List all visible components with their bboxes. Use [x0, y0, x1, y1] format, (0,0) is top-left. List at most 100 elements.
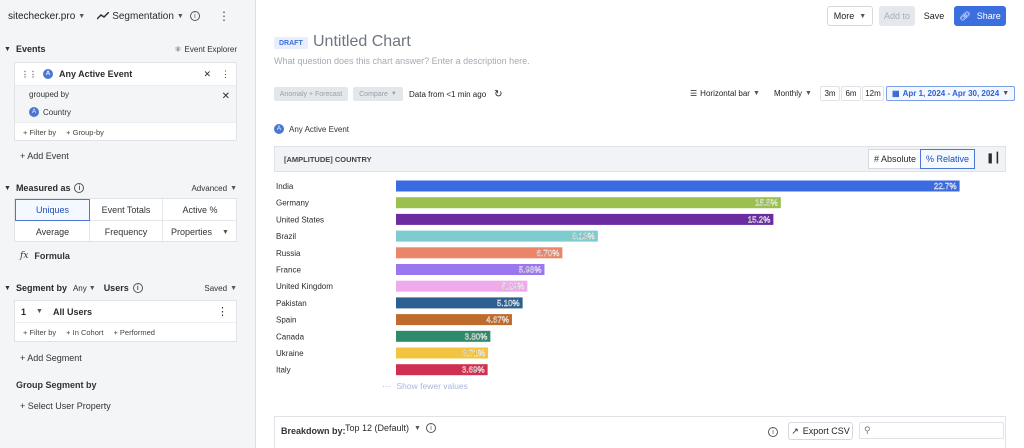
- info-icon[interactable]: i: [768, 427, 778, 437]
- performed-button[interactable]: + Performed: [113, 327, 155, 337]
- legend-label: Any Active Event: [289, 124, 350, 134]
- event-card: ⋮⋮ A Any Active Event ✕ ⋮ grouped by A C…: [14, 62, 237, 141]
- segment-name: All Users: [52, 306, 92, 317]
- segment-row[interactable]: 1 ▼ All Users ⋮: [15, 301, 236, 323]
- chevron-down-icon: ▼: [176, 12, 184, 20]
- drag-handle-icon[interactable]: ⋮⋮: [21, 69, 37, 79]
- info-icon[interactable]: i: [189, 11, 200, 21]
- bar-value-label: 5.98%: [519, 266, 542, 275]
- bar[interactable]: [396, 347, 489, 359]
- bar[interactable]: [396, 230, 598, 242]
- compare-button[interactable]: Compare ▼: [353, 87, 403, 101]
- chart-type-selector[interactable]: Segmentation ▼: [97, 11, 184, 22]
- display-type-dropdown[interactable]: ☰ Horizontal bar ▼: [685, 86, 765, 101]
- category-label: Italy: [276, 366, 291, 375]
- bar[interactable]: [396, 247, 563, 259]
- bar-value-label: 3.71%: [462, 349, 485, 358]
- info-icon[interactable]: i: [425, 423, 436, 433]
- segment-index: 1: [21, 306, 27, 317]
- group-by-button[interactable]: + Group-by: [66, 127, 104, 137]
- bar[interactable]: [396, 314, 512, 326]
- interval-dropdown[interactable]: Monthly ▼: [769, 86, 817, 101]
- chart-description[interactable]: What question does this chart answer? En…: [274, 56, 530, 66]
- close-icon[interactable]: ✕: [203, 68, 211, 79]
- more-menu-icon[interactable]: ⋮: [217, 306, 228, 318]
- saved-dropdown[interactable]: Saved ▼: [204, 284, 237, 293]
- info-icon[interactable]: i: [74, 183, 85, 193]
- dots-icon: ⋯: [382, 381, 391, 391]
- range-6m[interactable]: 6m: [841, 86, 861, 101]
- bar-value-label: 5.10%: [497, 299, 520, 308]
- search-input[interactable]: ⚲: [859, 422, 1004, 439]
- show-fewer-button[interactable]: ⋯ Show fewer values: [382, 381, 468, 392]
- add-event-button[interactable]: + Add Event: [20, 151, 69, 161]
- chart-type-label: Segmentation: [112, 10, 174, 22]
- collapse-icon[interactable]: ▼: [4, 45, 11, 53]
- main-panel: More ▼ Add to Save 🔗︎ Share DRAFT Untitl…: [257, 0, 1024, 448]
- date-range-picker[interactable]: ▦ Apr 1, 2024 - Apr 30, 2024 ▼: [886, 86, 1016, 101]
- sort-icon[interactable]: ❚┃: [986, 153, 1001, 164]
- more-menu-icon[interactable]: ⋮: [218, 9, 230, 23]
- export-csv-button[interactable]: ↗ Export CSV: [788, 422, 853, 440]
- refresh-icon[interactable]: ↻: [494, 89, 503, 100]
- bar[interactable]: [396, 364, 488, 376]
- filter-by-button[interactable]: + Filter by: [23, 127, 57, 137]
- chevron-down-icon: ▼: [414, 424, 421, 432]
- measure-uniques[interactable]: Uniques: [15, 199, 90, 221]
- bar[interactable]: [396, 280, 528, 292]
- bar-value-label: 8.13%: [572, 232, 595, 241]
- bar[interactable]: [396, 264, 545, 275]
- collapse-icon[interactable]: ▼: [4, 284, 11, 292]
- any-label: Any: [72, 283, 87, 293]
- chart-title[interactable]: Untitled Chart: [313, 33, 411, 50]
- draft-badge: DRAFT: [274, 37, 308, 49]
- bar-value-label: 15.5%: [755, 199, 778, 208]
- bar[interactable]: [396, 330, 491, 342]
- export-csv-label: Export CSV: [802, 426, 850, 436]
- collapse-icon[interactable]: ▼: [4, 184, 11, 192]
- event-row[interactable]: ⋮⋮ A Any Active Event ✕ ⋮: [15, 63, 236, 85]
- bar[interactable]: [396, 297, 523, 309]
- more-button[interactable]: More ▼: [827, 6, 873, 26]
- measured-title: Measured as: [15, 183, 71, 193]
- chevron-down-icon: ▼: [752, 90, 760, 97]
- save-button[interactable]: Save: [919, 6, 949, 26]
- bar[interactable]: [396, 180, 960, 192]
- add-segment-button[interactable]: + Add Segment: [20, 353, 82, 363]
- bar[interactable]: [396, 213, 774, 225]
- select-user-property-button[interactable]: + Select User Property: [20, 401, 111, 411]
- range-12m[interactable]: 12m: [862, 86, 884, 101]
- project-name: sitechecker.pro: [8, 10, 76, 22]
- measure-active-pct[interactable]: Active %: [182, 205, 218, 215]
- formula-button[interactable]: fx Formula: [20, 251, 70, 261]
- group-property[interactable]: A Country: [29, 107, 230, 117]
- measure-properties[interactable]: Properties ▼: [163, 221, 237, 243]
- add-to-button[interactable]: Add to: [879, 6, 915, 26]
- event-explorer-button[interactable]: ⚛ Event Explorer: [174, 45, 237, 54]
- measure-event-totals[interactable]: Event Totals: [101, 205, 151, 215]
- search-icon: ⚲: [864, 425, 871, 435]
- measure-average[interactable]: Average: [35, 227, 70, 237]
- category-label: Brazil: [276, 232, 296, 241]
- advanced-dropdown[interactable]: Advanced ▼: [191, 184, 237, 193]
- chevron-down-icon: ▼: [859, 12, 867, 20]
- absolute-toggle[interactable]: # Absolute: [868, 149, 923, 169]
- breakdown-dropdown[interactable]: Top 12 (Default) ▼ i: [345, 423, 436, 433]
- range-3m[interactable]: 3m: [820, 86, 840, 101]
- share-button[interactable]: 🔗︎ Share: [954, 6, 1006, 26]
- filter-by-button[interactable]: + Filter by: [23, 327, 57, 337]
- info-icon[interactable]: i: [132, 283, 143, 293]
- more-menu-icon[interactable]: ⋮: [221, 68, 230, 79]
- any-dropdown[interactable]: Any ▼: [73, 284, 96, 293]
- bar-chart: India 22.7% Germany 15.5% United States 15.2%…: [276, 180, 960, 376]
- measure-frequency[interactable]: Frequency: [104, 227, 148, 237]
- relative-toggle[interactable]: % Relative: [920, 149, 976, 169]
- in-cohort-button[interactable]: + In Cohort: [66, 327, 104, 337]
- bar[interactable]: [396, 197, 781, 209]
- chevron-down-icon[interactable]: ▼: [36, 308, 43, 315]
- project-selector[interactable]: sitechecker.pro ▼: [8, 11, 85, 22]
- anomaly-forecast-button[interactable]: Anomaly + Forecast: [274, 87, 348, 101]
- close-icon[interactable]: ✕: [221, 91, 230, 102]
- category-label: Spain: [276, 316, 296, 325]
- measure-properties-label: Properties: [171, 227, 213, 237]
